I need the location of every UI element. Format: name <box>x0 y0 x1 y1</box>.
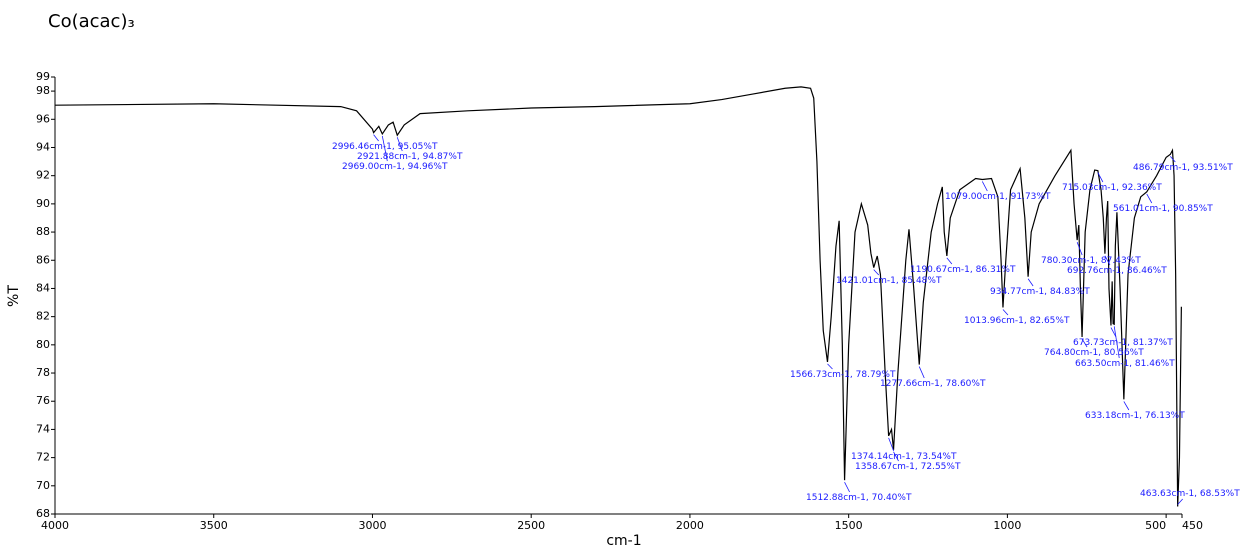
annotation-label: 715.03cm-1, 92.36%T <box>1062 183 1162 193</box>
annotation-label: 1013.96cm-1, 82.65%T <box>964 316 1070 326</box>
y-tick-label: 92 <box>36 169 50 182</box>
annotation-label: 463.63cm-1, 68.53%T <box>1140 489 1240 499</box>
annotation-label: 692.76cm-1, 86.46%T <box>1067 266 1167 276</box>
annotation-leader <box>1081 338 1088 348</box>
annotation-leader <box>1170 156 1176 163</box>
x-tick-label: 2500 <box>517 519 545 532</box>
y-tick-label: 94 <box>36 140 50 153</box>
x-axis-label: cm-1 <box>606 533 641 549</box>
y-tick-label: 76 <box>36 394 50 407</box>
annotation-leader <box>1110 327 1117 338</box>
y-tick-label: 98 <box>36 84 50 97</box>
annotation-leader <box>1002 309 1009 316</box>
annotation-label: 561.01cm-1, 90.85%T <box>1113 204 1213 214</box>
annotation-leader <box>827 363 833 370</box>
x-tick-label: 450 <box>1182 519 1203 532</box>
annotation-label: 486.79cm-1, 93.51%T <box>1133 163 1233 173</box>
annotation-leader <box>1076 241 1083 256</box>
y-axis-label: %T <box>6 285 22 307</box>
annotation-leader <box>888 437 894 452</box>
x-tick-label: 3500 <box>200 519 228 532</box>
annotation-leader <box>844 481 850 493</box>
x-tick-label: 1000 <box>993 519 1021 532</box>
y-tick-label: 72 <box>36 451 50 464</box>
annotation-label: 934.77cm-1, 84.83%T <box>990 287 1090 297</box>
annotation-label: 1566.73cm-1, 78.79%T <box>790 370 896 380</box>
y-tick-label: 82 <box>36 310 50 323</box>
y-tick-label: 68 <box>36 507 50 520</box>
annotation-leader <box>381 135 388 162</box>
annotation-leader <box>1027 278 1034 287</box>
y-tick-label: 86 <box>36 253 50 266</box>
annotation-leader <box>946 257 953 265</box>
y-tick-label: 84 <box>36 281 50 294</box>
annotation-label: 673.73cm-1, 81.37%T <box>1073 338 1173 348</box>
annotation-leader <box>1104 255 1111 266</box>
annotation-leader <box>1123 401 1130 411</box>
annotation-leader <box>893 451 899 462</box>
annotation-label: 1421.01cm-1, 85.48%T <box>836 276 942 286</box>
x-tick-label: 3000 <box>358 519 386 532</box>
x-tick-label: 2000 <box>676 519 704 532</box>
annotation-label: 2996.46cm-1, 95.05%T <box>332 142 438 152</box>
spectrum-line <box>54 86 1182 507</box>
annotation-label: 2921.88cm-1, 94.87%T <box>357 152 463 162</box>
y-tick-label: 96 <box>36 112 50 125</box>
annotation-leader <box>873 269 880 276</box>
annotation-label: 1358.67cm-1, 72.55%T <box>855 462 961 472</box>
annotation-leader <box>373 134 379 142</box>
y-tick-label: 74 <box>36 422 50 435</box>
annotation-leader <box>1113 326 1120 359</box>
annotation-label: 1374.14cm-1, 73.54%T <box>851 452 957 462</box>
y-tick-label: 99 <box>36 70 50 83</box>
chart-title: Co(acac)₃ <box>48 11 135 32</box>
annotation-leader <box>1177 498 1183 505</box>
x-tick-label: 4000 <box>41 519 69 532</box>
annotation-leader <box>396 137 403 152</box>
y-tick-label: 88 <box>36 225 50 238</box>
annotation-label: 1512.88cm-1, 70.40%T <box>806 493 912 503</box>
annotation-label: 764.80cm-1, 80.56%T <box>1044 348 1144 358</box>
annotation-label: 1190.67cm-1, 86.31%T <box>910 265 1016 275</box>
annotation-label: 633.18cm-1, 76.13%T <box>1085 411 1185 421</box>
annotation-label: 1277.66cm-1, 78.60%T <box>880 379 986 389</box>
annotation-label: 780.30cm-1, 87.43%T <box>1041 256 1141 266</box>
x-tick-label: 1500 <box>835 519 863 532</box>
annotation-label: 1079.00cm-1, 91.73%T <box>945 192 1051 202</box>
annotation-label: 663.50cm-1, 81.46%T <box>1075 359 1175 369</box>
annotation-leader <box>1146 193 1153 204</box>
y-tick-label: 80 <box>36 338 50 351</box>
annotation-leader <box>918 366 925 379</box>
annotation-label: 2969.00cm-1, 94.96%T <box>342 162 448 172</box>
y-tick-label: 90 <box>36 197 50 210</box>
x-tick-label: 500 <box>1145 519 1166 532</box>
annotation-leader <box>1097 172 1104 183</box>
y-tick-label: 78 <box>36 366 50 379</box>
annotation-leader <box>981 181 988 192</box>
y-tick-label: 70 <box>36 479 50 492</box>
